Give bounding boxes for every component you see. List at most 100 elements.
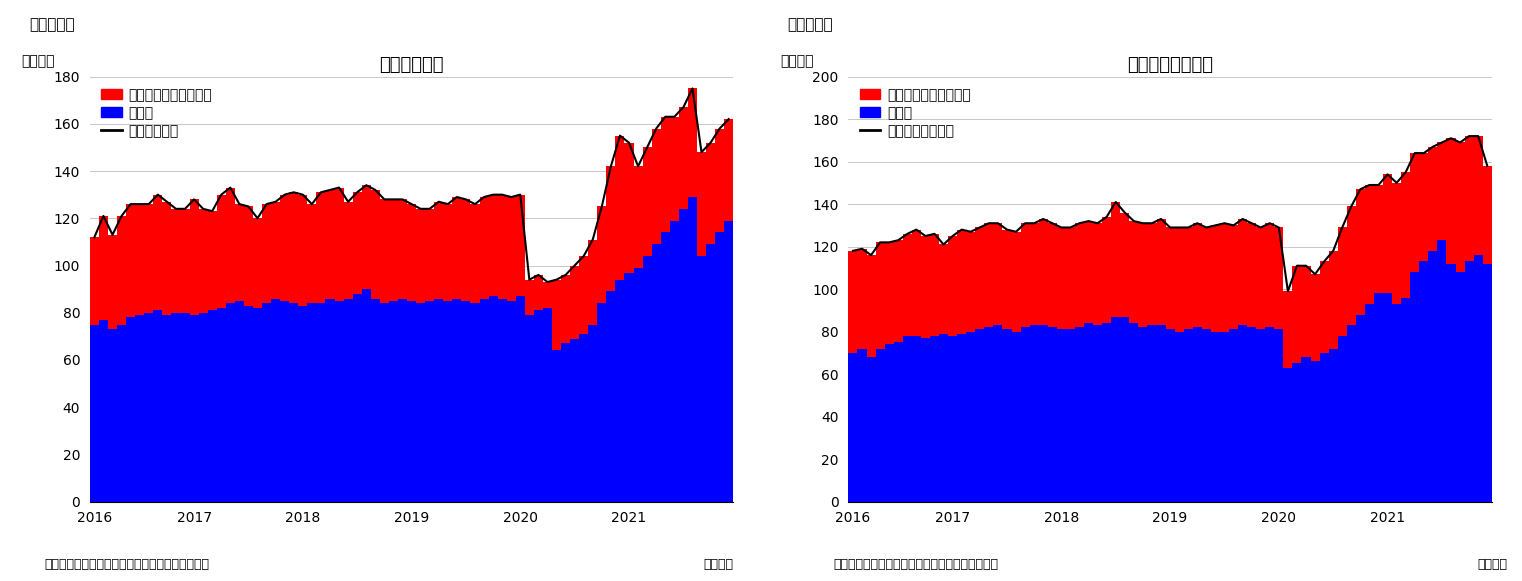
Bar (571, 266, 580, 339)
Bar (1093, 325, 1102, 501)
Bar (434, 299, 443, 501)
Bar (1310, 361, 1320, 501)
Bar (1437, 142, 1446, 240)
Bar (697, 152, 706, 256)
Bar (1247, 223, 1256, 327)
住宅着工件数 (665, 113, 683, 120)
Bar (390, 199, 397, 301)
Bar (552, 350, 562, 501)
Bar (1202, 228, 1212, 329)
Bar (262, 303, 271, 501)
Bar (108, 329, 117, 501)
住宅着工件数 (466, 200, 484, 207)
Bar (1021, 327, 1030, 501)
Bar (966, 332, 976, 501)
Bar (181, 313, 190, 501)
Bar (461, 301, 470, 501)
Bar (1320, 261, 1329, 353)
Bar (225, 303, 234, 501)
Bar (198, 209, 207, 313)
Bar (939, 333, 948, 501)
Bar (443, 204, 452, 301)
Bar (1038, 325, 1047, 501)
Bar (724, 119, 734, 221)
Bar (615, 135, 624, 279)
Bar (1365, 185, 1374, 304)
Bar (479, 197, 489, 299)
Bar (280, 195, 289, 301)
Text: （図表２）: （図表２） (787, 17, 833, 33)
Bar (1420, 261, 1428, 501)
Bar (1175, 228, 1184, 332)
Bar (1212, 332, 1221, 501)
Bar (1402, 297, 1411, 501)
Bar (371, 299, 380, 501)
Bar (397, 199, 406, 299)
Bar (1184, 329, 1193, 501)
Bar (580, 256, 587, 334)
Bar (1221, 223, 1228, 332)
Bar (225, 188, 234, 303)
Bar (893, 342, 903, 501)
Bar (344, 299, 353, 501)
住宅着工件数 (539, 278, 557, 285)
Bar (1093, 223, 1102, 325)
Bar (1482, 166, 1492, 264)
Bar (562, 343, 571, 501)
Bar (884, 345, 893, 501)
Bar (715, 128, 724, 232)
Bar (1374, 293, 1383, 501)
Bar (99, 320, 108, 501)
Bar (1292, 364, 1301, 501)
Bar (1338, 336, 1347, 501)
Bar (552, 279, 562, 350)
Bar (1283, 291, 1292, 368)
Bar (587, 325, 597, 501)
Bar (1464, 261, 1473, 501)
Bar (1446, 138, 1455, 264)
Bar (253, 308, 262, 501)
Bar (1065, 329, 1075, 501)
Bar (1075, 223, 1084, 327)
Bar (1310, 274, 1320, 361)
Bar (172, 313, 181, 501)
住宅着工件数 (702, 139, 720, 146)
Bar (425, 209, 434, 301)
Y-axis label: （万件）: （万件） (21, 54, 55, 68)
Bar (317, 303, 326, 501)
Bar (912, 229, 921, 336)
Bar (670, 117, 679, 221)
Text: （月次）: （月次） (1476, 558, 1507, 571)
Line: 住宅建築許可件数: 住宅建築許可件数 (852, 136, 1487, 291)
Bar (624, 143, 633, 272)
Legend: 集合住宅（二戸以上）, 戸建て, 住宅着工件数: 集合住宅（二戸以上）, 戸建て, 住宅着工件数 (97, 84, 216, 142)
Bar (957, 333, 966, 501)
Bar (108, 235, 117, 329)
住宅建築許可件数 (1278, 288, 1297, 295)
Bar (1274, 228, 1283, 329)
Bar (1237, 219, 1247, 325)
Bar (1047, 327, 1056, 501)
Bar (1365, 304, 1374, 501)
Bar (985, 223, 994, 327)
Bar (948, 236, 957, 336)
Bar (198, 313, 207, 501)
Bar (489, 296, 498, 501)
Bar (470, 303, 479, 501)
Bar (1265, 223, 1274, 327)
Bar (362, 185, 371, 289)
Bar (1482, 264, 1492, 501)
Bar (688, 197, 697, 501)
Bar (1047, 223, 1056, 327)
Bar (190, 199, 198, 315)
Bar (1056, 228, 1065, 329)
Bar (848, 353, 857, 501)
Bar (289, 192, 298, 303)
Bar (606, 166, 615, 292)
Bar (1021, 223, 1030, 327)
Bar (534, 275, 543, 310)
Bar (117, 325, 126, 501)
Bar (1411, 272, 1420, 501)
Bar (525, 279, 534, 315)
Bar (939, 245, 948, 333)
